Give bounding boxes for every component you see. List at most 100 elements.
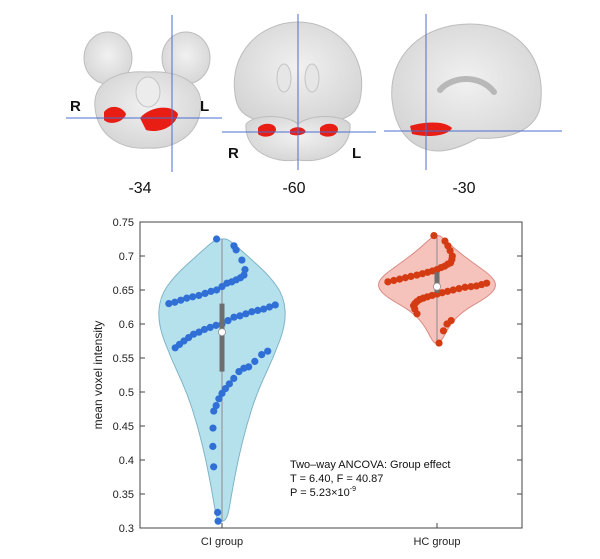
- axial-cluster-right: [140, 107, 178, 132]
- data-point: [238, 256, 246, 264]
- data-point: [413, 310, 421, 318]
- data-point: [439, 327, 448, 335]
- stats-annotation: Two–way ANCOVA: Group effect T = 6.40, F…: [290, 459, 450, 499]
- data-point: [254, 306, 262, 314]
- iqr-box: [219, 303, 225, 372]
- y-tick-label: 0.7: [119, 251, 134, 263]
- violin-chart: 0.3 0.35 0.4 0.45 0.5 0.55 0.6 0.65 0.7 0.75 CI g…: [91, 217, 523, 548]
- axial-slice: R L -34: [66, 15, 222, 197]
- annotation-p-value: P = 5.23×10: [290, 487, 350, 499]
- data-point: [218, 283, 226, 291]
- y-tick-label: 0.65: [113, 285, 134, 297]
- x-tick-label: HC group: [413, 536, 460, 548]
- iqr-box: [434, 272, 440, 293]
- data-point: [265, 303, 274, 311]
- data-point: [232, 246, 240, 254]
- sagittal-slice-label: -30: [452, 180, 475, 197]
- data-point: [212, 402, 220, 410]
- data-point: [407, 272, 415, 280]
- data-point: [210, 463, 218, 471]
- median-marker: [432, 282, 441, 291]
- data-point: [251, 357, 259, 365]
- data-point: [241, 266, 249, 274]
- data-point: [248, 308, 256, 316]
- data-point: [384, 278, 392, 286]
- data-point: [467, 283, 475, 291]
- data-point: [242, 310, 250, 318]
- data-point: [396, 275, 404, 283]
- data-point: [215, 395, 223, 403]
- data-point: [435, 339, 443, 347]
- y-tick-label: 0.75: [113, 217, 134, 229]
- coronal-slice: R L -60: [222, 14, 376, 197]
- data-point: [449, 286, 457, 294]
- coronal-slice-label: -60: [282, 180, 305, 197]
- data-point: [212, 235, 221, 243]
- x-axis: CI group HC group: [201, 523, 461, 548]
- data-point: [171, 298, 179, 306]
- annotation-stats: T = 6.40, F = 40.87: [290, 473, 383, 485]
- axial-cluster-left: [104, 106, 126, 123]
- y-tick-label: 0.3: [119, 523, 134, 535]
- axial-left-label: L: [200, 98, 209, 115]
- data-point: [260, 305, 268, 313]
- axial-slice-label: -34: [128, 180, 151, 197]
- coronal-left-label: L: [352, 145, 361, 162]
- data-point: [225, 380, 233, 388]
- data-point: [390, 276, 398, 285]
- data-point: [209, 424, 217, 432]
- coronal-cluster-left: [258, 123, 276, 137]
- data-point: [165, 300, 173, 308]
- data-point: [189, 293, 197, 301]
- coronal-cluster-right: [320, 123, 338, 137]
- y-tick-label: 0.35: [113, 489, 134, 501]
- y-tick-label: 0.55: [113, 353, 134, 365]
- data-point: [206, 323, 214, 331]
- data-point: [236, 312, 244, 320]
- axial-right-label: R: [70, 98, 81, 115]
- svg-text:P = 5.23×10-9: P = 5.23×10-9: [290, 486, 356, 499]
- violins: [158, 232, 496, 525]
- data-point: [461, 283, 469, 291]
- data-point: [207, 287, 215, 295]
- data-point: [171, 344, 179, 352]
- data-point: [258, 351, 266, 359]
- y-tick-label: 0.6: [119, 319, 134, 331]
- y-tick-label: 0.45: [113, 421, 134, 433]
- x-tick-label: CI group: [201, 536, 243, 548]
- data-point: [235, 368, 243, 376]
- annotation-p-exponent: -9: [350, 486, 356, 493]
- data-point: [214, 508, 222, 516]
- data-point: [430, 232, 438, 240]
- data-point: [183, 294, 191, 302]
- annotation-title: Two–way ANCOVA: Group effect: [290, 459, 450, 471]
- data-point: [264, 347, 272, 355]
- y-axis: 0.3 0.35 0.4 0.45 0.5 0.55 0.6 0.65 0.7 0.75: [113, 217, 522, 535]
- data-point: [230, 313, 238, 321]
- data-point: [446, 246, 454, 255]
- data-point: [271, 301, 279, 309]
- data-point: [200, 325, 209, 334]
- data-point: [472, 282, 481, 290]
- data-point: [212, 321, 220, 329]
- data-point: [443, 287, 452, 295]
- data-point: [201, 289, 209, 297]
- data-point: [218, 389, 226, 397]
- median-marker: [217, 328, 226, 337]
- coronal-right-label: R: [228, 145, 239, 162]
- data-point: [413, 271, 421, 279]
- sagittal-cluster: [410, 122, 452, 136]
- brain-slices-panel: R L -34 R L -60 -30: [66, 14, 562, 197]
- data-point: [212, 286, 221, 294]
- data-point: [210, 407, 218, 415]
- y-tick-label: 0.4: [119, 455, 134, 467]
- data-point: [401, 274, 409, 282]
- data-point: [230, 374, 238, 382]
- data-point: [195, 291, 203, 300]
- sagittal-slice: -30: [384, 14, 562, 197]
- data-point: [214, 517, 222, 525]
- data-point: [209, 442, 217, 450]
- data-point: [455, 285, 463, 293]
- y-axis-title: mean voxel intensity: [91, 321, 105, 430]
- data-point: [443, 320, 451, 328]
